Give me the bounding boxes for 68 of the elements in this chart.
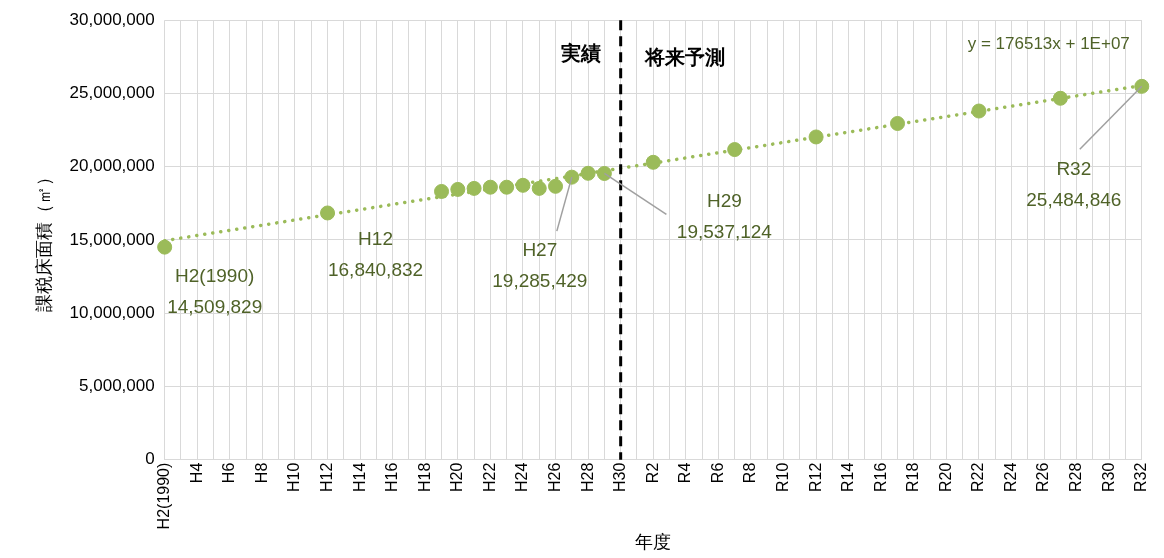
point	[515, 177, 531, 193]
x-tick-label: R10	[773, 462, 791, 493]
x-tick-label: R22	[969, 462, 987, 493]
x-tick-label: R32	[1132, 462, 1150, 493]
x-tick-label: H18	[415, 462, 433, 493]
x-tick-label: H6	[220, 462, 238, 484]
point	[727, 142, 743, 158]
annotation: y = 176513x + 1E+07	[967, 33, 1130, 53]
x-tick-label: H10	[285, 462, 303, 493]
x-tick-label: H22	[480, 462, 498, 493]
x-tick-label: H26	[545, 462, 563, 493]
point	[466, 180, 482, 196]
point	[157, 239, 173, 255]
point	[580, 165, 596, 181]
x-tick-label: R16	[871, 462, 889, 493]
point	[564, 169, 580, 185]
x-tick-label: H8	[252, 462, 270, 484]
y-tick-label: 15,000,000	[69, 229, 155, 249]
point	[320, 205, 336, 221]
x-tick-label: R28	[1067, 462, 1085, 493]
point	[1052, 90, 1068, 106]
x-tick-label: R4	[676, 462, 694, 484]
point	[482, 179, 498, 195]
x-tick-label: R26	[1034, 462, 1052, 493]
data-label: H12 16,840,832	[327, 228, 424, 281]
x-tick-label: H4	[187, 462, 205, 484]
annotation: 将来予測	[643, 45, 725, 68]
x-tick-label: R20	[936, 462, 954, 493]
x-tick-label: R12	[806, 462, 824, 493]
point	[499, 179, 515, 195]
y-tick-label: 5,000,000	[79, 376, 155, 396]
x-tick-label: R6	[708, 462, 726, 484]
x-tick-label: H20	[448, 462, 466, 493]
x-tick-label: R18	[904, 462, 922, 493]
y-tick-label: 20,000,000	[69, 156, 155, 176]
x-tick-label: R30	[1099, 462, 1117, 493]
point	[1134, 78, 1150, 94]
x-tick-label: H12	[317, 462, 335, 493]
x-tick-label: H16	[383, 462, 401, 493]
x-tick-label: H24	[513, 462, 531, 493]
x-tick-label: R8	[741, 462, 759, 484]
data-label: H29 19,537,124	[676, 189, 773, 242]
y-tick-label: 10,000,000	[69, 302, 155, 322]
annotation: 実績	[559, 41, 601, 64]
y-tick-label: 30,000,000	[69, 9, 155, 29]
x-tick-label: H30	[611, 462, 629, 493]
x-axis-title: 年度	[635, 532, 672, 553]
point	[971, 103, 987, 119]
x-tick-label: R24	[1001, 462, 1019, 493]
point	[450, 181, 466, 197]
x-tick-label: R14	[839, 462, 857, 493]
point	[645, 154, 661, 170]
x-tick-label: H28	[578, 462, 596, 493]
point	[531, 180, 547, 196]
x-tick-label: H2(1990)	[155, 462, 173, 530]
data-label: R32 25,484,846	[1026, 157, 1122, 210]
point	[548, 178, 564, 194]
x-tick-label: H14	[350, 462, 368, 493]
x-tick-label: R2	[643, 462, 661, 484]
data-label: H2(1990) 14,509,829	[167, 265, 263, 318]
y-axis-title: 課税床面積（㎡）	[33, 167, 54, 312]
y-tick-label: 0	[145, 449, 155, 469]
point	[890, 115, 906, 131]
y-tick-label: 25,000,000	[69, 83, 155, 103]
point	[596, 165, 612, 181]
point	[808, 129, 824, 145]
data-label: H27 19,285,429	[492, 239, 588, 292]
point	[434, 183, 450, 199]
